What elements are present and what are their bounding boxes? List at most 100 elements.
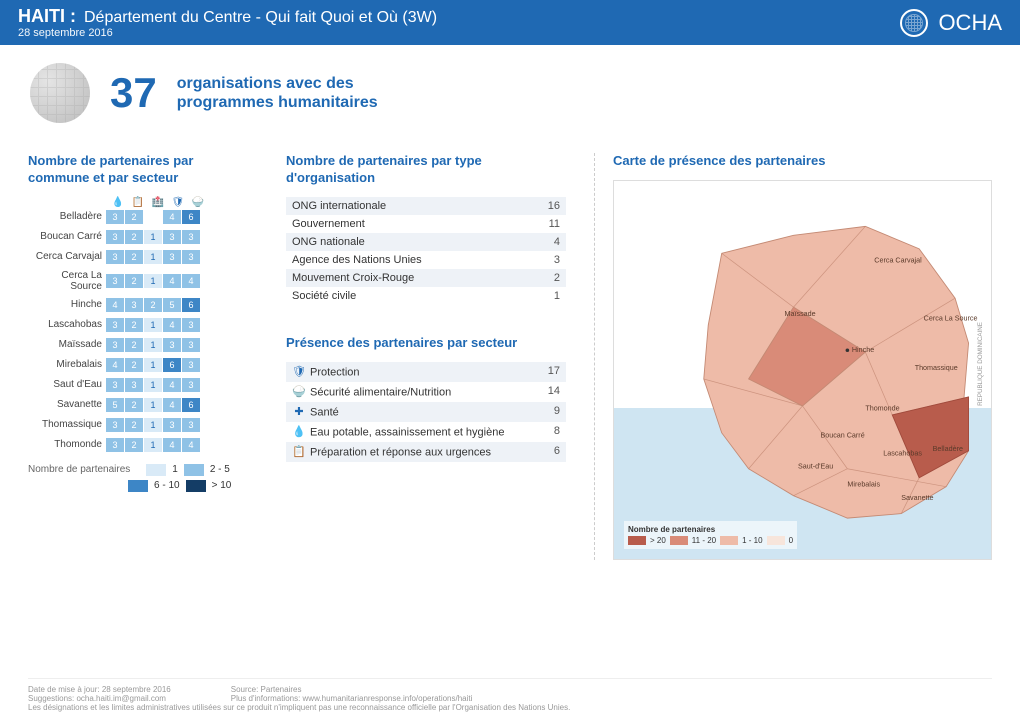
table-row: ✚Santé9 bbox=[286, 402, 566, 422]
matrix-cell: 3 bbox=[106, 210, 124, 224]
region-label: Boucan Carré bbox=[820, 431, 864, 439]
commune-label: Savanette bbox=[28, 399, 106, 410]
table-row: Agence des Nations Unies3 bbox=[286, 251, 566, 269]
matrix-cell: 3 bbox=[182, 378, 200, 392]
matrix-cell: 2 bbox=[144, 298, 162, 312]
matrix-cell: 6 bbox=[163, 358, 181, 372]
region-label: Cerca La Source bbox=[924, 315, 978, 323]
matrix-cell: 3 bbox=[125, 378, 143, 392]
globe-icon bbox=[30, 63, 90, 123]
legend-swatch bbox=[767, 536, 785, 545]
matrix-cell: 2 bbox=[125, 438, 143, 452]
matrix-cell: 4 bbox=[163, 210, 181, 224]
table-row: 💧Eau potable, assainissement et hygiène8 bbox=[286, 422, 566, 442]
matrix-cell: 4 bbox=[182, 274, 200, 288]
doc-date: 28 septembre 2016 bbox=[18, 27, 437, 39]
matrix-cell: 1 bbox=[144, 378, 162, 392]
matrix-row: Belladère3246 bbox=[28, 210, 258, 224]
commune-label: Lascahobas bbox=[28, 319, 106, 330]
matrix-cell: 2 bbox=[125, 398, 143, 412]
matrix-cell: 3 bbox=[182, 358, 200, 372]
matrix-row: Boucan Carré32133 bbox=[28, 230, 258, 244]
region-label: Hinche bbox=[852, 346, 874, 354]
matrix-row: Cerca Carvajal32133 bbox=[28, 250, 258, 264]
matrix-cell: 2 bbox=[125, 358, 143, 372]
commune-label: Boucan Carré bbox=[28, 231, 106, 242]
matrix-cell: 3 bbox=[163, 338, 181, 352]
commune-label: Cerca Carvajal bbox=[28, 251, 106, 262]
commune-label: Hinche bbox=[28, 299, 106, 310]
matrix-cell: 2 bbox=[125, 338, 143, 352]
header-bar: HAITI : Département du Centre - Qui fait… bbox=[0, 0, 1020, 45]
matrix-cell: 1 bbox=[144, 250, 162, 264]
table-row: ONG internationale16 bbox=[286, 197, 566, 215]
region-label: Saut-d'Eau bbox=[798, 463, 833, 471]
map-side-label: REPUBLIQUE DOMINICAINE bbox=[977, 322, 984, 406]
matrix-cell: 6 bbox=[182, 298, 200, 312]
org-count-label: organisations avec des programmes humani… bbox=[177, 74, 437, 112]
orgtype-title: Nombre de partenaires par type d'organis… bbox=[286, 153, 566, 187]
matrix-cell: 3 bbox=[163, 418, 181, 432]
country-name: HAITI : bbox=[18, 6, 76, 27]
matrix-cell: 5 bbox=[106, 398, 124, 412]
region-label: Cerca Carvajal bbox=[874, 256, 922, 264]
header-title: HAITI : Département du Centre - Qui fait… bbox=[18, 6, 437, 27]
matrix-cell bbox=[144, 210, 162, 224]
sector-icon: 🏥 bbox=[148, 197, 168, 208]
matrix-cell: 1 bbox=[144, 438, 162, 452]
sector-icon: 💧 bbox=[292, 425, 306, 439]
matrix-cell: 1 bbox=[144, 418, 162, 432]
legend-swatch bbox=[670, 536, 688, 545]
matrix-cell: 1 bbox=[144, 318, 162, 332]
logo-text: OCHA bbox=[938, 10, 1002, 36]
matrix-header-icons: 💧📋🏥🛡🍚 bbox=[108, 197, 258, 208]
region-label: Mirebalais bbox=[847, 481, 880, 489]
matrix-cell: 4 bbox=[163, 398, 181, 412]
matrix-cell: 6 bbox=[182, 210, 200, 224]
region-label: Thomassique bbox=[915, 364, 958, 372]
matrix-cell: 5 bbox=[163, 298, 181, 312]
legend-swatch bbox=[184, 464, 204, 476]
commune-label: Maïssade bbox=[28, 339, 106, 350]
sectors-table: 🛡Protection17🍚Sécurité alimentaire/Nutri… bbox=[286, 362, 566, 462]
sector-icon: 🍚 bbox=[292, 385, 306, 399]
region-label: Belladère bbox=[933, 445, 963, 453]
matrix-cell: 4 bbox=[163, 378, 181, 392]
legend-swatch bbox=[720, 536, 738, 545]
matrix-cell: 3 bbox=[163, 250, 181, 264]
commune-label: Saut d'Eau bbox=[28, 379, 106, 390]
footer: Date de mise à jour: 28 septembre 2016 S… bbox=[28, 678, 992, 712]
sector-icon: 🍚 bbox=[188, 197, 208, 208]
matrix-row: Mirebalais42163 bbox=[28, 358, 258, 372]
legend-caption: Nombre de partenaires bbox=[28, 464, 130, 475]
headline-row: 37 organisations avec des programmes hum… bbox=[0, 45, 1020, 133]
matrix-cell: 2 bbox=[125, 418, 143, 432]
matrix-row: Lascahobas32143 bbox=[28, 318, 258, 332]
footer-right: Source: Partenaires Plus d'informations:… bbox=[231, 685, 473, 703]
col-mid: Nombre de partenaires par type d'organis… bbox=[286, 153, 566, 560]
matrix-cell: 4 bbox=[163, 438, 181, 452]
legend-swatch bbox=[146, 464, 166, 476]
matrix-row: Maïssade32133 bbox=[28, 338, 258, 352]
matrix-title: Nombre de partenaires par commune et par… bbox=[28, 153, 258, 187]
matrix-cell: 2 bbox=[125, 210, 143, 224]
matrix-cell: 3 bbox=[106, 318, 124, 332]
matrix-cell: 4 bbox=[106, 298, 124, 312]
col-commune-sector: Nombre de partenaires par commune et par… bbox=[28, 153, 258, 560]
matrix-row: Savanette52146 bbox=[28, 398, 258, 412]
commune-label: Cerca La Source bbox=[28, 270, 106, 292]
orgtype-table: ONG internationale16Gouvernement11ONG na… bbox=[286, 197, 566, 305]
matrix-cell: 3 bbox=[182, 418, 200, 432]
sector-icon: 📋 bbox=[128, 197, 148, 208]
matrix-cell: 1 bbox=[144, 398, 162, 412]
map-title: Carte de présence des partenaires bbox=[613, 153, 992, 170]
matrix-cell: 3 bbox=[106, 438, 124, 452]
matrix-cell: 3 bbox=[182, 338, 200, 352]
commune-label: Mirebalais bbox=[28, 359, 106, 370]
legend-swatch bbox=[628, 536, 646, 545]
matrix-row: Saut d'Eau33143 bbox=[28, 378, 258, 392]
map-container: Cerca CarvajalMaïssadeCerca La SourceHin… bbox=[613, 180, 992, 560]
matrix-cell: 4 bbox=[163, 318, 181, 332]
table-row: ONG nationale4 bbox=[286, 233, 566, 251]
matrix-cell: 4 bbox=[182, 438, 200, 452]
